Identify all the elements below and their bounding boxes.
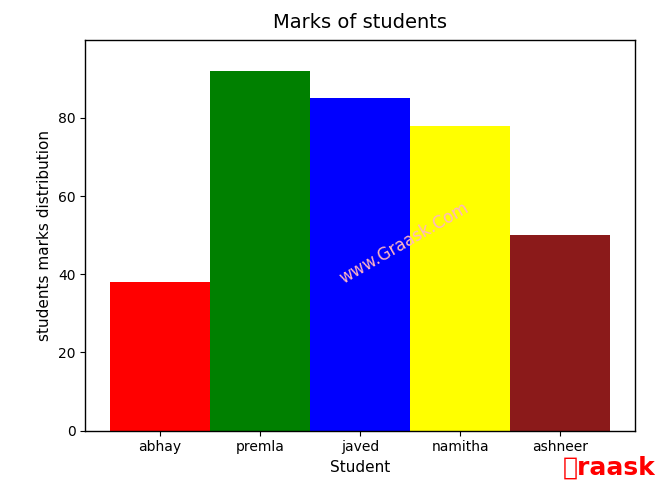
Bar [510,235,610,431]
Title: Marks of students: Marks of students [273,13,447,33]
Text: Ⓞraask: Ⓞraask [563,456,655,480]
Bar [110,282,210,431]
X-axis label: Student: Student [330,460,390,475]
Bar [410,126,510,431]
Bar [310,98,410,431]
Text: www.Graask.Com: www.Graask.Com [337,198,472,287]
Bar [210,71,310,431]
Y-axis label: students marks distribution: students marks distribution [37,130,52,341]
